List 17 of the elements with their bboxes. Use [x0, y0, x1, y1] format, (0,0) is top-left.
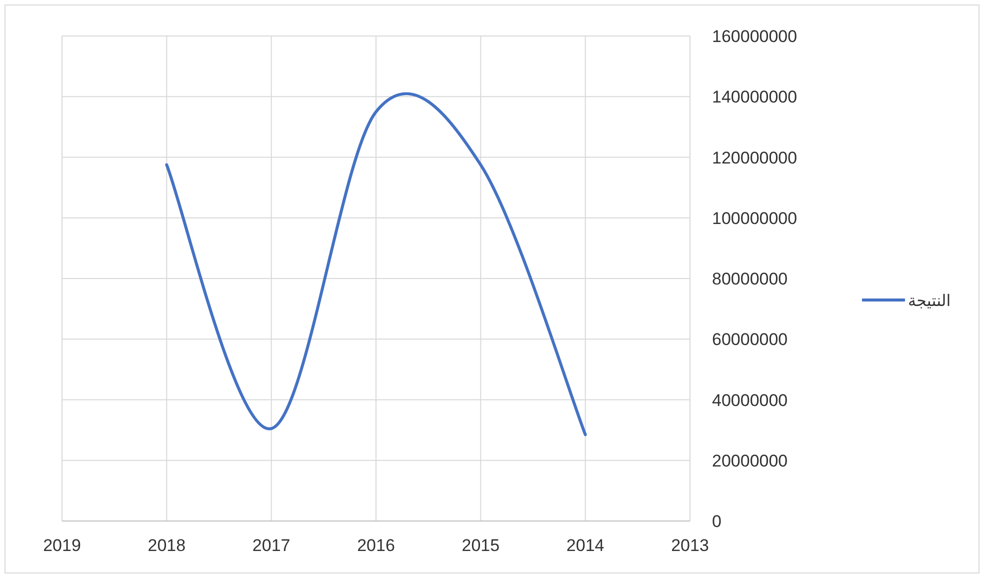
y-tick-label: 140000000 [712, 88, 798, 107]
x-tick-label: 2019 [43, 536, 81, 555]
x-tick-label: 2018 [148, 536, 186, 555]
y-tick-label: 80000000 [712, 270, 788, 288]
x-tick-label: 2014 [566, 536, 604, 555]
y-tick-label: 60000000 [712, 330, 788, 350]
x-tick-label: 2017 [252, 536, 290, 555]
y-tick-label: 120000000 [712, 148, 798, 168]
legend-label: النتيجة [908, 293, 951, 310]
y-tick-label: 100000000 [712, 208, 798, 228]
y-tick-label: 0 [712, 512, 722, 531]
x-tick-label: 2015 [462, 536, 500, 555]
y-tick-label: 40000000 [712, 390, 788, 410]
x-tick-label: 2013 [671, 536, 709, 555]
x-tick-label: 2016 [357, 536, 395, 555]
y-tick-label: 160000000 [712, 27, 798, 46]
y-tick-label: 20000000 [712, 451, 788, 470]
